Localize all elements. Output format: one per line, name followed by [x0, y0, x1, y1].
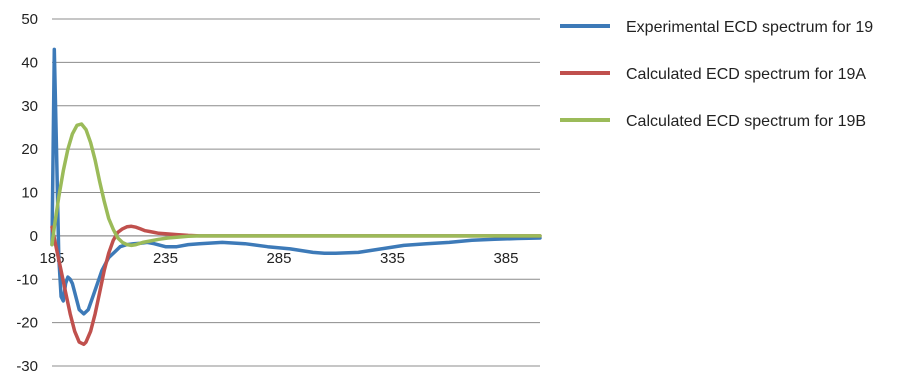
x-tick-label: 385 [493, 250, 518, 267]
legend: Experimental ECD spectrum for 19 Calculat… [560, 19, 873, 130]
x-tick-label: 335 [380, 250, 405, 267]
y-tick-label: 40 [21, 54, 38, 71]
legend-label: Calculated ECD spectrum for 19A [626, 66, 866, 83]
legend-label: Experimental ECD spectrum for 19 [626, 19, 873, 36]
y-tick-label: 0 [30, 228, 38, 245]
y-tick-label: -20 [16, 315, 38, 332]
y-tick-label: -10 [16, 271, 38, 288]
x-tick-label: 235 [153, 250, 178, 267]
series-line-1 [50, 47, 542, 316]
y-tick-label: 50 [21, 11, 38, 28]
y-tick-label: 20 [21, 141, 38, 158]
x-tick-label: 285 [266, 250, 291, 267]
y-tick-label: -30 [16, 358, 38, 374]
gridlines [52, 18, 540, 367]
legend-label: Calculated ECD spectrum for 19B [626, 113, 866, 130]
series-lines [50, 47, 542, 347]
y-axis-tick-labels: 50 40 30 20 10 0 -10 -20 -30 [16, 11, 38, 374]
x-axis-tick-labels: 185 235 285 335 385 [39, 250, 518, 267]
series-line-3 [50, 122, 542, 248]
y-tick-label: 30 [21, 98, 38, 115]
y-tick-label: 10 [21, 185, 38, 202]
